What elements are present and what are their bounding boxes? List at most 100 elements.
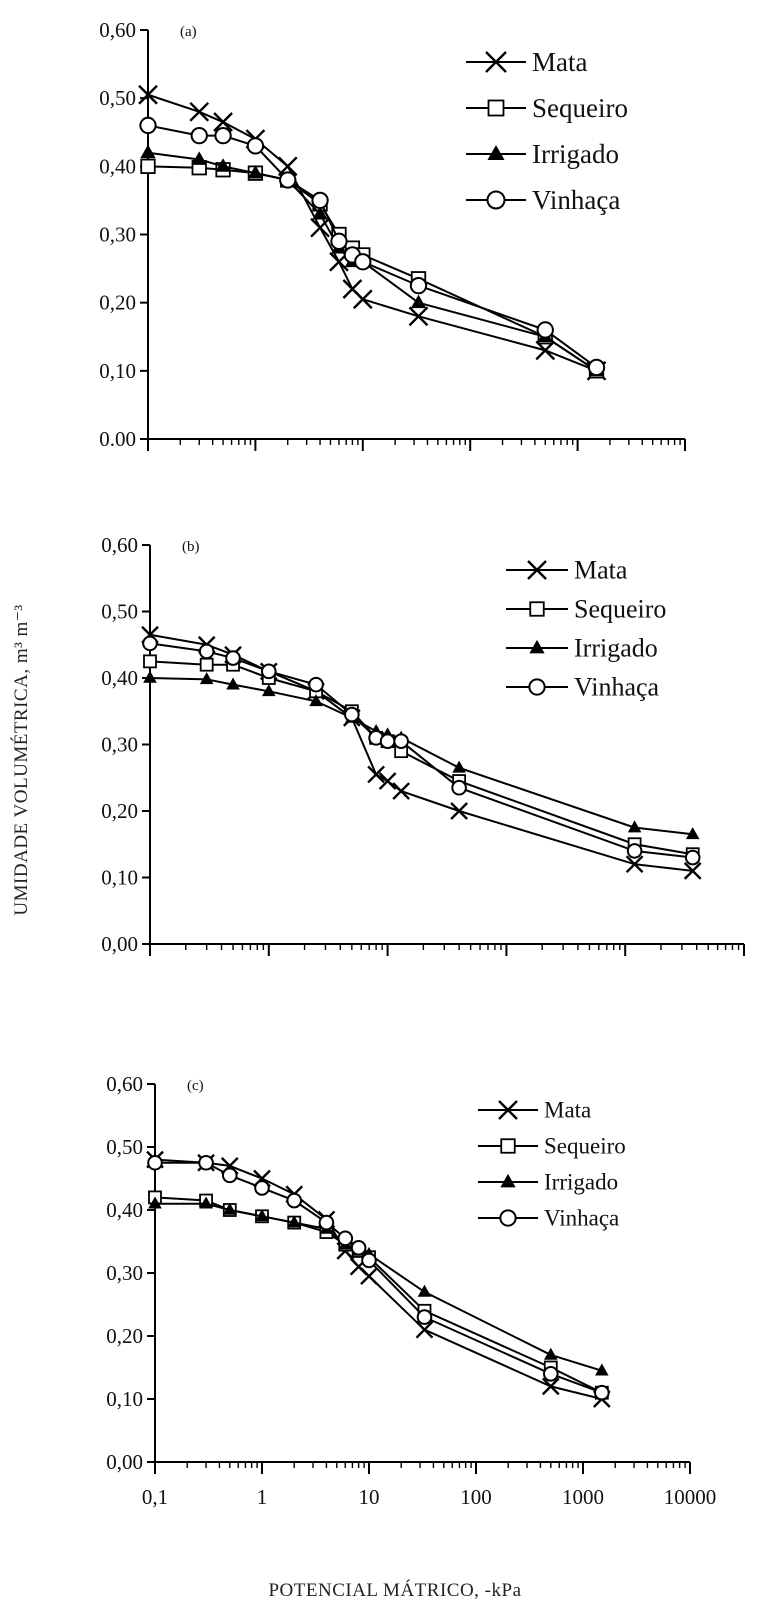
data-point (142, 635, 158, 652)
legend-marker (498, 1100, 518, 1120)
data-point (140, 158, 156, 174)
legend-label: Mata (544, 1098, 591, 1123)
y-tick-label: 0,60 (101, 533, 138, 557)
legend-label: Irrigado (574, 634, 658, 663)
data-point (247, 165, 264, 179)
data-point (279, 171, 297, 189)
y-tick-label: 0,20 (101, 799, 138, 823)
series-irrigado (140, 144, 605, 377)
y-tick-label: 0,20 (106, 1324, 143, 1348)
legend-marker (500, 1138, 516, 1154)
data-point (350, 1240, 367, 1256)
series-line (154, 1158, 603, 1400)
legend-entry: Irrigado (478, 1170, 618, 1195)
data-point (199, 657, 214, 672)
data-point (352, 289, 373, 310)
series-vinhaa (139, 116, 606, 377)
data-point (452, 760, 466, 773)
y-tick-label: 0,10 (101, 866, 138, 890)
data-point (367, 765, 385, 784)
y-axis-title: UMIDADE VOLUMÉTRICA, m³ m⁻³ (10, 604, 32, 915)
data-point (417, 1284, 432, 1297)
series-line (155, 1202, 603, 1372)
data-point (685, 827, 700, 840)
y-tick-label: 0,10 (106, 1387, 143, 1411)
legend-entry: Mata (506, 556, 628, 585)
legend-marker (487, 145, 505, 160)
data-point (199, 672, 214, 685)
data-point (416, 1309, 433, 1325)
legend-marker (528, 678, 546, 696)
series-vinhaa (142, 635, 701, 866)
data-point (318, 1214, 335, 1231)
y-tick-label: 0,60 (106, 1072, 143, 1096)
x-tick-label: 100 (460, 1485, 492, 1509)
data-point (542, 1366, 559, 1382)
legend-entry: Irrigado (506, 634, 658, 663)
legend-marker (485, 51, 507, 73)
y-tick-label: 0.00 (99, 427, 136, 451)
legend-label: Mata (574, 556, 628, 585)
legend-label: Vinhaça (532, 185, 620, 215)
y-tick-label: 0,50 (99, 86, 136, 110)
y-tick-label: 0,30 (99, 223, 136, 247)
data-point (541, 1377, 560, 1396)
legend-entry: Irrigado (466, 139, 619, 169)
legend-marker (527, 560, 547, 580)
legend-entry: Sequeiro (478, 1134, 626, 1159)
y-tick-label: 0,40 (101, 666, 138, 690)
data-point (392, 782, 410, 800)
series-line (147, 124, 598, 369)
legend-marker (500, 1173, 516, 1188)
legend-entry: Vinhaça (466, 185, 620, 215)
legend-entry: Mata (466, 47, 587, 77)
chart-panel-3: 0,00 0,10 0,20 0,30 0,40 0,50 0,60 0,1 1 10 100 100… (106, 1072, 716, 1509)
data-point (198, 643, 215, 660)
chart-panel-2: 0,00 0,10 0,20 0,30 0,40 0,50 0,60 (b) Mata Seque… (101, 533, 745, 956)
data-point (215, 158, 231, 172)
y-tick-label: 0,00 (106, 1450, 143, 1474)
data-point (684, 849, 701, 866)
data-point (393, 733, 409, 749)
x-tick-label: 1000 (562, 1485, 604, 1509)
panel-label: (c) (187, 1078, 204, 1094)
legend-marker (486, 190, 506, 210)
y-tick-label: 0,40 (106, 1198, 143, 1222)
legend-entry: Vinhaça (478, 1206, 619, 1231)
data-point (199, 1196, 213, 1209)
data-point (587, 358, 606, 377)
x-axis-title: POTENCIAL MÁTRICO, -kPa (268, 1579, 521, 1601)
data-point (450, 802, 468, 820)
y-tick-label: 0,20 (99, 291, 136, 315)
panel-label: (a) (180, 24, 197, 40)
legend-entry: Vinhaça (506, 673, 660, 702)
series-line (147, 93, 597, 372)
data-point (225, 650, 241, 666)
x-tick-label: 10 (359, 1485, 380, 1509)
series-line (155, 1161, 603, 1394)
data-point (627, 820, 642, 833)
data-point (221, 1167, 238, 1184)
data-point (286, 1192, 303, 1209)
data-point (594, 1384, 610, 1401)
legend-label: Sequeiro (544, 1134, 626, 1159)
data-point (626, 843, 643, 859)
legend-label: Irrigado (532, 139, 619, 169)
legend-entry: Sequeiro (466, 93, 628, 123)
data-point (378, 772, 397, 790)
x-tick-label: 10000 (664, 1485, 717, 1509)
series-mata (138, 84, 607, 381)
series-vinhaa (147, 1154, 610, 1401)
series-line (149, 677, 693, 836)
data-point (312, 205, 328, 220)
data-point (287, 1215, 302, 1228)
y-tick-label: 0,60 (99, 18, 136, 42)
data-point (409, 276, 428, 295)
data-point (337, 1230, 354, 1247)
data-point (625, 855, 644, 874)
legend-entry: Sequeiro (506, 595, 666, 624)
data-point (226, 677, 240, 690)
data-point (198, 1154, 214, 1171)
data-point (595, 1363, 609, 1376)
data-point (222, 1202, 237, 1215)
